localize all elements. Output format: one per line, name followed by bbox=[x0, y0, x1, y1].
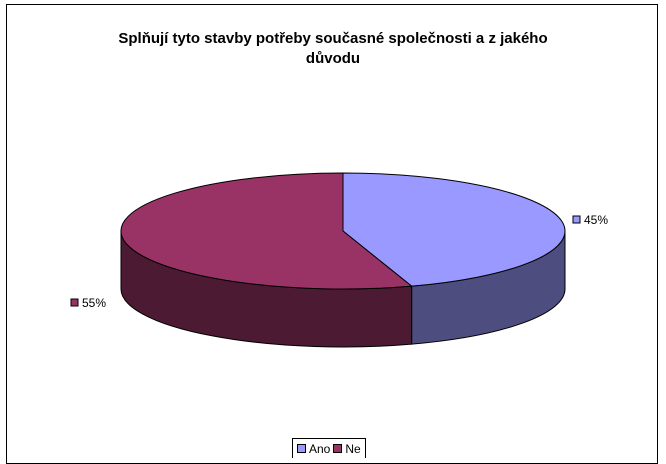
data-label-marker-ano bbox=[572, 215, 581, 224]
pie-slice-ano bbox=[342, 172, 566, 287]
chart-title: Splňují tyto stavby potřeby současné spo… bbox=[0, 29, 666, 69]
data-label-ne: 55% bbox=[82, 296, 106, 310]
data-label-ano: 45% bbox=[584, 213, 608, 227]
legend-swatch-ne bbox=[333, 444, 343, 453]
legend-item-ne: Ne bbox=[333, 441, 361, 456]
pie-slice-ne bbox=[120, 172, 413, 290]
legend-label-ne: Ne bbox=[345, 441, 361, 456]
legend-item-ano: Ano bbox=[297, 442, 330, 456]
chart-title-line-2: důvodu bbox=[305, 50, 361, 67]
chart-title-line-1: Splňují tyto stavby potřeby současné spo… bbox=[118, 30, 548, 47]
legend-label-ano: Ano bbox=[309, 441, 331, 456]
data-label-marker-ne bbox=[70, 298, 79, 307]
legend: Ano Ne bbox=[292, 438, 366, 458]
legend-swatch-ano bbox=[297, 444, 306, 453]
